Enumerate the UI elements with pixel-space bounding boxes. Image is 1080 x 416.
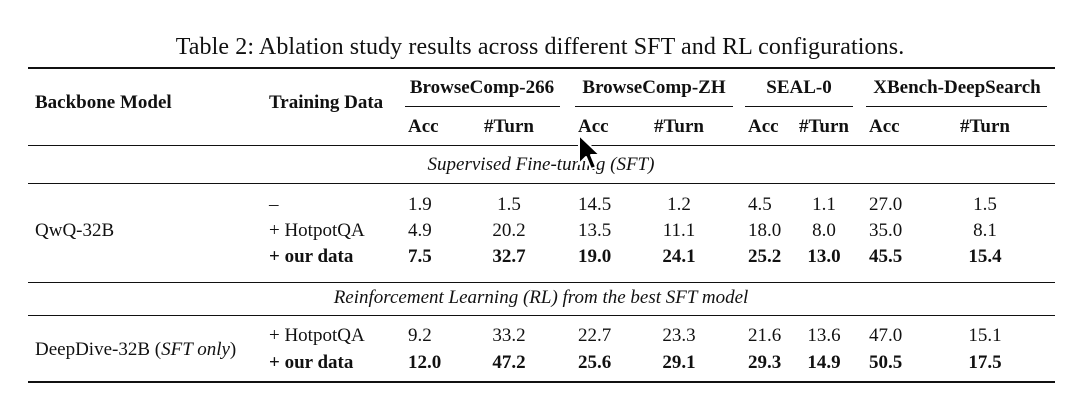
model-deepdive-32b: DeepDive-32B (SFT only)	[35, 339, 236, 361]
value-cell: 24.1	[662, 246, 696, 267]
value-cell: 11.1	[662, 220, 696, 241]
value-cell: 1.1	[812, 194, 836, 215]
value-cell: 25.6	[578, 352, 612, 373]
header-group-seal0: SEAL-0	[766, 77, 832, 98]
subheader-turn-1: #Turn	[484, 116, 534, 137]
training-data-cell: + HotpotQA	[269, 220, 365, 241]
header-training-data: Training Data	[269, 92, 384, 113]
group-rule-seal0	[745, 106, 853, 107]
value-cell: 47.0	[869, 325, 903, 346]
value-cell: 12.0	[408, 352, 442, 373]
value-cell: 33.2	[492, 325, 526, 346]
value-cell: 8.1	[973, 220, 997, 241]
value-cell: 29.1	[662, 352, 696, 373]
value-cell: 1.2	[667, 194, 691, 215]
value-cell: 21.6	[748, 325, 782, 346]
value-cell: 47.2	[492, 352, 526, 373]
value-cell: 13.6	[807, 325, 841, 346]
value-cell: 7.5	[408, 246, 432, 267]
value-cell: 8.0	[812, 220, 836, 241]
value-cell: 27.0	[869, 194, 903, 215]
mouse-pointer-icon	[578, 134, 601, 170]
value-cell: 1.5	[497, 194, 521, 215]
group-rule-browsecomp266	[405, 106, 560, 107]
value-cell: 19.0	[578, 246, 612, 267]
training-data-cell: + our data	[269, 352, 354, 373]
value-cell: 32.7	[492, 246, 526, 267]
header-group-browsecomp266: BrowseComp-266	[409, 77, 555, 98]
training-data-cell: + our data	[269, 246, 354, 267]
model-deepdive-close: )	[229, 339, 237, 360]
table-caption: Table 2: Ablation study results across d…	[175, 34, 905, 60]
header-group-xbench: XBench-DeepSearch	[873, 77, 1041, 98]
sft-section-rule	[28, 183, 1055, 184]
value-cell: 15.4	[968, 246, 1002, 267]
value-cell: 14.5	[578, 194, 612, 215]
subheader-turn-3: #Turn	[799, 116, 849, 137]
value-cell: 9.2	[408, 325, 432, 346]
header-group-browsecompzh: BrowseComp-ZH	[582, 77, 726, 98]
value-cell: 22.7	[578, 325, 612, 346]
training-data-cell: –	[269, 194, 279, 215]
header-backbone-model: Backbone Model	[35, 92, 172, 113]
training-data-cell: + HotpotQA	[269, 325, 365, 346]
value-cell: 4.9	[408, 220, 432, 241]
value-cell: 13.5	[578, 220, 612, 241]
model-deepdive-qualifier: SFT only	[161, 339, 230, 360]
value-cell: 14.9	[807, 352, 841, 373]
value-cell: 35.0	[869, 220, 903, 241]
subheader-turn-4: #Turn	[960, 116, 1010, 137]
subheader-acc-3: Acc	[748, 116, 779, 137]
value-cell: 29.3	[748, 352, 782, 373]
subheader-acc-2: Acc	[578, 116, 609, 137]
bottom-rule	[28, 381, 1055, 383]
value-cell: 20.2	[492, 220, 526, 241]
value-cell: 25.2	[748, 246, 782, 267]
value-cell: 23.3	[662, 325, 696, 346]
subheader-turn-2: #Turn	[654, 116, 704, 137]
subheader-acc-1: Acc	[408, 116, 439, 137]
value-cell: 50.5	[869, 352, 903, 373]
value-cell: 18.0	[748, 220, 782, 241]
value-cell: 45.5	[869, 246, 903, 267]
rl-section-rule	[28, 315, 1055, 316]
model-deepdive-name: DeepDive-32B (	[35, 339, 162, 360]
section-sft-label: Supervised Fine-tuning (SFT)	[427, 154, 655, 175]
model-qwq-32b: QwQ-32B	[35, 220, 115, 241]
sft-end-rule	[28, 282, 1055, 283]
value-cell: 13.0	[807, 246, 841, 267]
top-rule	[28, 67, 1055, 69]
section-rl-label: Reinforcement Learning (RL) from the bes…	[333, 287, 749, 308]
header-rule	[28, 145, 1055, 146]
value-cell: 15.1	[968, 325, 1002, 346]
group-rule-browsecompzh	[575, 106, 733, 107]
value-cell: 1.5	[973, 194, 997, 215]
value-cell: 1.9	[408, 194, 432, 215]
group-rule-xbench	[866, 106, 1047, 107]
value-cell: 17.5	[968, 352, 1002, 373]
subheader-acc-4: Acc	[869, 116, 900, 137]
value-cell: 4.5	[748, 194, 772, 215]
